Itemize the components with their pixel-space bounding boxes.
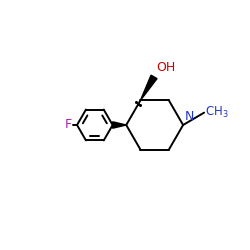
Polygon shape — [113, 122, 126, 128]
Text: F: F — [64, 118, 71, 132]
Text: OH: OH — [156, 61, 175, 74]
Text: N: N — [184, 110, 194, 123]
Polygon shape — [140, 75, 157, 100]
Text: CH$_3$: CH$_3$ — [205, 105, 229, 120]
